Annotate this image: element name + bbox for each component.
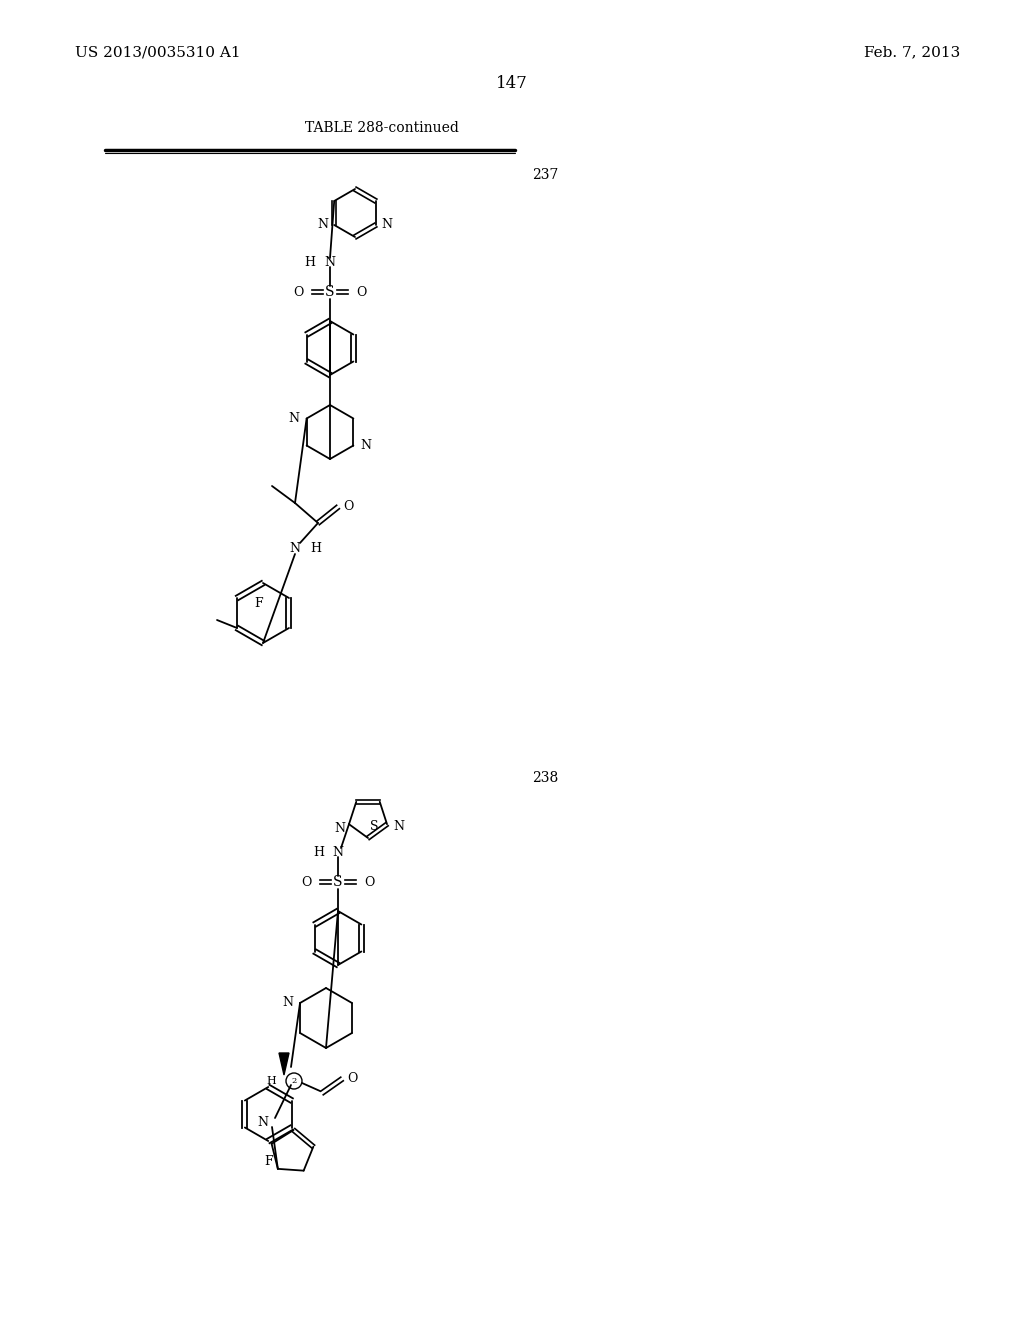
Text: O: O <box>302 875 312 888</box>
Text: H: H <box>313 846 324 858</box>
Text: F: F <box>255 597 263 610</box>
Text: H: H <box>266 1076 276 1086</box>
Text: H: H <box>310 541 321 554</box>
Text: O: O <box>343 500 353 513</box>
Text: N: N <box>282 997 293 1010</box>
Text: O: O <box>364 875 375 888</box>
Text: N: N <box>333 846 343 858</box>
Text: S: S <box>333 875 343 888</box>
Text: N: N <box>334 821 345 834</box>
Text: N: N <box>289 412 300 425</box>
Text: N: N <box>360 440 372 451</box>
Text: N: N <box>382 219 393 231</box>
Text: S: S <box>326 285 335 300</box>
Text: O: O <box>356 285 367 298</box>
Text: O: O <box>347 1072 357 1085</box>
Text: TABLE 288-continued: TABLE 288-continued <box>305 121 459 135</box>
Polygon shape <box>279 1053 289 1074</box>
Text: 147: 147 <box>496 74 528 91</box>
Text: N: N <box>325 256 336 268</box>
Text: Feb. 7, 2013: Feb. 7, 2013 <box>864 45 961 59</box>
Text: N: N <box>290 541 300 554</box>
Text: S: S <box>370 820 379 833</box>
Text: N: N <box>257 1115 268 1129</box>
Text: N: N <box>393 820 404 833</box>
Text: 2: 2 <box>292 1077 297 1085</box>
Text: O: O <box>294 285 304 298</box>
Text: US 2013/0035310 A1: US 2013/0035310 A1 <box>75 45 241 59</box>
Text: 237: 237 <box>532 168 558 182</box>
Text: 238: 238 <box>532 771 558 785</box>
Text: F: F <box>264 1155 272 1168</box>
Text: N: N <box>317 219 329 231</box>
Text: H: H <box>304 256 315 268</box>
